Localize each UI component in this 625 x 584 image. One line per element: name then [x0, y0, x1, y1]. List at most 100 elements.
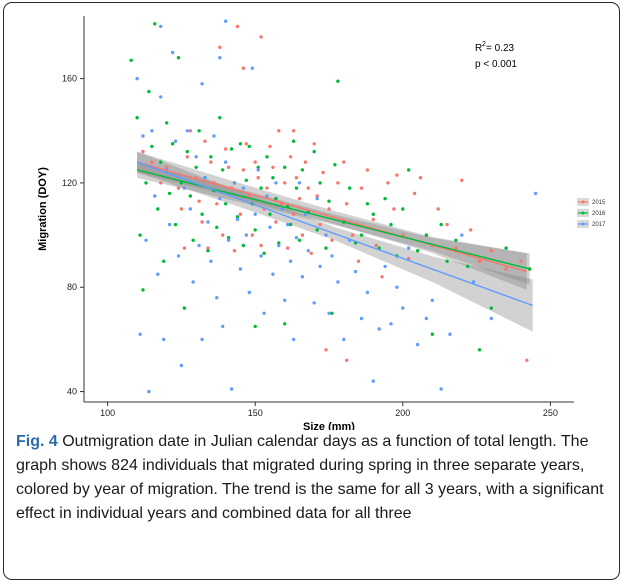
- data-point-2017: [221, 324, 225, 329]
- data-point-2015: [380, 275, 384, 279]
- data-point-2015: [374, 243, 378, 248]
- data-point-2017: [300, 275, 305, 279]
- data-point-2015: [224, 147, 228, 151]
- data-point-2017: [253, 212, 257, 216]
- stats-annotation: R 2 = 0.23 p < 0.001: [475, 41, 517, 70]
- data-point-2016: [182, 306, 187, 310]
- data-point-2015: [412, 191, 417, 196]
- data-point-2017: [306, 249, 310, 253]
- data-point-2017: [224, 160, 228, 164]
- x-tick-label: 150: [248, 408, 263, 418]
- y-axis-title: Migration (DOY): [37, 167, 49, 251]
- legend-key-point: [581, 222, 585, 226]
- data-point-2016: [348, 186, 352, 190]
- y-tick-label: 80: [67, 282, 77, 292]
- y-tick-label: 120: [62, 178, 77, 188]
- data-point-2017: [280, 207, 284, 211]
- data-point-2017: [395, 285, 399, 289]
- data-point-2015: [185, 155, 189, 159]
- data-point-2016: [150, 144, 154, 149]
- data-point-2016: [241, 243, 246, 248]
- data-point-2017: [197, 243, 201, 248]
- x-axis-title: Size (mm): [303, 421, 355, 430]
- confidence-band-2015: [137, 151, 527, 290]
- data-point-2017: [218, 196, 222, 201]
- trend-lines: [136, 161, 533, 307]
- data-point-2016: [218, 116, 222, 120]
- data-point-2015: [297, 196, 302, 201]
- data-point-2015: [300, 233, 305, 237]
- data-point-2015: [286, 246, 290, 250]
- data-point-2017: [288, 259, 293, 263]
- data-point-2017: [291, 337, 296, 342]
- data-point-2016: [197, 129, 201, 133]
- data-point-2016: [315, 228, 319, 232]
- data-point-2016: [318, 181, 322, 185]
- data-point-2016: [215, 225, 219, 229]
- data-point-2016: [430, 332, 434, 336]
- data-point-2017: [383, 264, 387, 269]
- data-point-2016: [439, 222, 443, 227]
- data-point-2015: [277, 129, 281, 133]
- data-point-2017: [203, 176, 207, 180]
- data-point-2016: [466, 264, 470, 269]
- data-point-2016: [268, 212, 272, 216]
- data-point-2016: [291, 139, 296, 143]
- data-point-2017: [533, 191, 538, 196]
- data-point-2016: [179, 181, 184, 185]
- data-point-2017: [315, 196, 319, 201]
- data-point-2016: [173, 222, 178, 227]
- data-point-2016: [209, 155, 213, 159]
- data-point-2017: [191, 280, 195, 284]
- data-point-2017: [268, 225, 272, 229]
- data-point-2015: [291, 129, 296, 133]
- data-point-2015: [460, 178, 464, 182]
- data-point-2016: [383, 196, 387, 201]
- data-point-2016: [153, 22, 157, 26]
- data-point-2017: [167, 222, 172, 227]
- data-point-2017: [303, 212, 308, 216]
- data-point-2016: [336, 79, 340, 83]
- data-point-2015: [241, 168, 246, 172]
- data-point-2017: [274, 181, 278, 185]
- data-point-2017: [318, 264, 322, 269]
- data-point-2017: [209, 259, 213, 263]
- data-point-2017: [330, 254, 334, 258]
- data-point-2017: [206, 220, 210, 224]
- data-point-2016: [247, 144, 251, 149]
- data-point-2017: [286, 222, 290, 227]
- data-point-2015: [306, 186, 310, 190]
- data-point-2017: [262, 311, 266, 315]
- data-point-2016: [229, 147, 234, 151]
- r2-label: R: [475, 43, 482, 54]
- data-point-2016: [327, 199, 331, 203]
- data-point-2015: [312, 142, 316, 146]
- data-point-2017: [162, 337, 166, 342]
- data-point-2017: [241, 186, 246, 190]
- data-point-2017: [336, 280, 340, 284]
- data-point-2015: [218, 45, 222, 49]
- data-point-2015: [197, 199, 201, 203]
- data-point-2016: [454, 238, 458, 242]
- data-point-2016: [135, 116, 139, 120]
- data-point-2015: [200, 220, 204, 224]
- data-point-2016: [424, 233, 429, 237]
- data-point-2016: [271, 176, 275, 180]
- figure-caption: Fig. 4 Outmigration date in Julian calen…: [16, 430, 612, 526]
- data-point-2016: [224, 202, 228, 206]
- data-point-2017: [271, 272, 275, 276]
- data-point-2017: [294, 236, 299, 240]
- data-point-2017: [244, 233, 248, 237]
- data-point-2015: [392, 207, 396, 211]
- data-point-2015: [477, 259, 482, 263]
- data-point-2017: [415, 342, 420, 347]
- data-point-2015: [294, 176, 299, 180]
- data-point-2015: [188, 129, 192, 133]
- data-point-2017: [430, 298, 434, 302]
- data-point-2015: [436, 207, 440, 211]
- legend: 2015 2016 2017: [577, 198, 606, 228]
- data-points: [129, 19, 538, 394]
- data-point-2017: [489, 316, 493, 321]
- data-point-2016: [407, 168, 411, 172]
